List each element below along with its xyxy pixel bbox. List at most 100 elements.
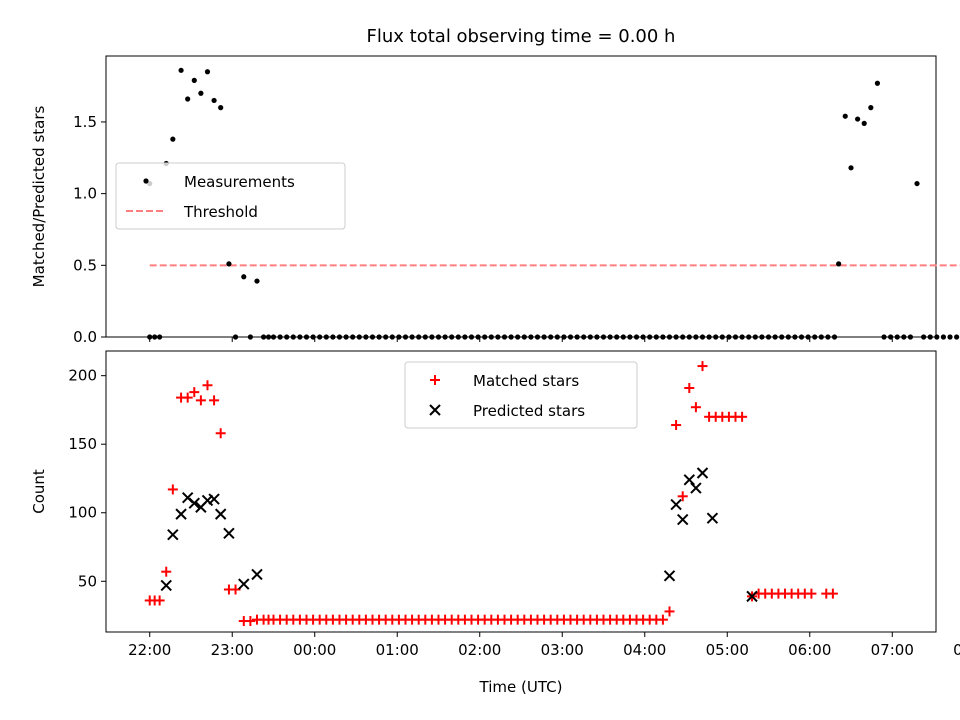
measurement-point xyxy=(947,334,953,340)
measurement-point xyxy=(881,334,887,340)
measurement-point xyxy=(211,97,217,104)
measurement-point xyxy=(548,334,554,340)
measurement-point xyxy=(303,334,310,340)
measurement-point xyxy=(831,334,838,340)
cross-b xyxy=(706,512,719,524)
measurement-point xyxy=(620,334,626,340)
measurement-point xyxy=(157,334,163,340)
measurement-point xyxy=(284,334,290,340)
x-tick-label: 04:00 xyxy=(623,641,666,659)
measurement-point xyxy=(673,334,679,340)
measurement-point xyxy=(442,334,448,340)
matched-point xyxy=(161,566,172,577)
y-tick-label: 1.0 xyxy=(73,185,97,203)
legend-label-threshold: Threshold xyxy=(183,203,258,221)
matched-point xyxy=(202,380,213,391)
measurement-point xyxy=(488,334,494,340)
predicted-point xyxy=(167,528,179,541)
measurement-point xyxy=(901,334,907,340)
matched-point xyxy=(245,616,256,627)
measurement-point xyxy=(653,334,659,340)
measurement-point xyxy=(868,105,874,111)
measurement-point xyxy=(152,334,158,340)
measurement-point xyxy=(323,334,329,340)
predicted-point xyxy=(663,570,676,582)
cross-b xyxy=(223,527,235,540)
y-tick-label: 1.5 xyxy=(73,113,97,131)
matched-point xyxy=(657,614,668,625)
measurement-point xyxy=(581,334,587,340)
measurement-point xyxy=(798,334,805,340)
cross-b xyxy=(160,579,172,592)
measurement-point xyxy=(226,261,232,267)
measurement-point xyxy=(191,77,197,83)
cross-b xyxy=(167,528,179,541)
measurement-point xyxy=(521,334,527,340)
predicted-point xyxy=(214,508,227,520)
y-tick-label: 50 xyxy=(78,572,97,590)
predicted-point xyxy=(677,513,689,526)
measurement-point xyxy=(449,334,455,340)
y-tick-label: 0.0 xyxy=(73,328,97,346)
x-axis-label: Time (UTC) xyxy=(479,678,563,696)
measurement-point xyxy=(567,334,574,340)
measurement-point xyxy=(350,334,356,340)
measurement-point xyxy=(297,334,303,340)
x-tick-label: 07:00 xyxy=(871,641,914,659)
measurement-point xyxy=(940,334,947,340)
matched-point xyxy=(182,392,193,403)
measurement-point xyxy=(861,120,867,126)
matched-point xyxy=(230,584,241,595)
y-tick-label: 200 xyxy=(68,367,97,385)
measurement-point xyxy=(241,274,247,280)
measurement-point xyxy=(356,334,362,340)
predicted-point xyxy=(746,590,758,603)
measurement-point xyxy=(719,334,725,340)
measurement-point xyxy=(888,334,894,340)
measurement-point xyxy=(260,334,267,340)
measurement-point xyxy=(561,334,567,340)
measurement-point xyxy=(435,334,442,340)
y-tick-label: 0.5 xyxy=(73,256,97,274)
measurement-point xyxy=(482,334,488,340)
cross-b xyxy=(663,570,676,582)
measurement-point xyxy=(699,334,706,340)
measurement-point xyxy=(462,334,468,340)
measurement-point xyxy=(805,334,811,340)
measurement-point xyxy=(779,334,785,340)
matched-point xyxy=(737,411,748,422)
measurement-point xyxy=(495,334,501,340)
measurement-point xyxy=(713,334,719,340)
cross-b xyxy=(683,474,696,486)
measurement-point xyxy=(607,334,613,340)
measurement-point xyxy=(310,334,316,340)
measurement-point xyxy=(198,90,204,96)
measurement-point xyxy=(836,261,842,267)
cross-b xyxy=(214,508,227,520)
measurement-point xyxy=(686,334,692,340)
x-tick-label: 03:00 xyxy=(541,641,584,659)
predicted-point xyxy=(238,578,250,590)
measurement-point xyxy=(402,334,409,340)
predicted-point xyxy=(706,512,719,524)
measurement-point xyxy=(254,278,260,284)
cross-b xyxy=(677,513,689,526)
cross-b xyxy=(690,482,702,494)
measurement-point xyxy=(752,334,758,340)
legend-label-predicted: Predicted stars xyxy=(473,402,585,420)
measurement-point xyxy=(147,334,153,340)
measurement-point xyxy=(277,334,283,340)
matched-point xyxy=(684,383,695,394)
measurement-point xyxy=(680,334,686,340)
cross-b xyxy=(188,497,200,509)
legend-frame xyxy=(115,162,346,230)
measurement-point xyxy=(600,334,607,340)
measurement-point xyxy=(422,334,428,340)
measurement-point xyxy=(468,334,475,340)
legend-bottom: Matched stars Predicted stars xyxy=(404,361,638,429)
measurement-point xyxy=(812,334,818,340)
measurement-point xyxy=(627,334,633,340)
measurement-point xyxy=(726,334,732,340)
matched-point xyxy=(677,491,688,502)
measurement-point xyxy=(647,334,653,340)
